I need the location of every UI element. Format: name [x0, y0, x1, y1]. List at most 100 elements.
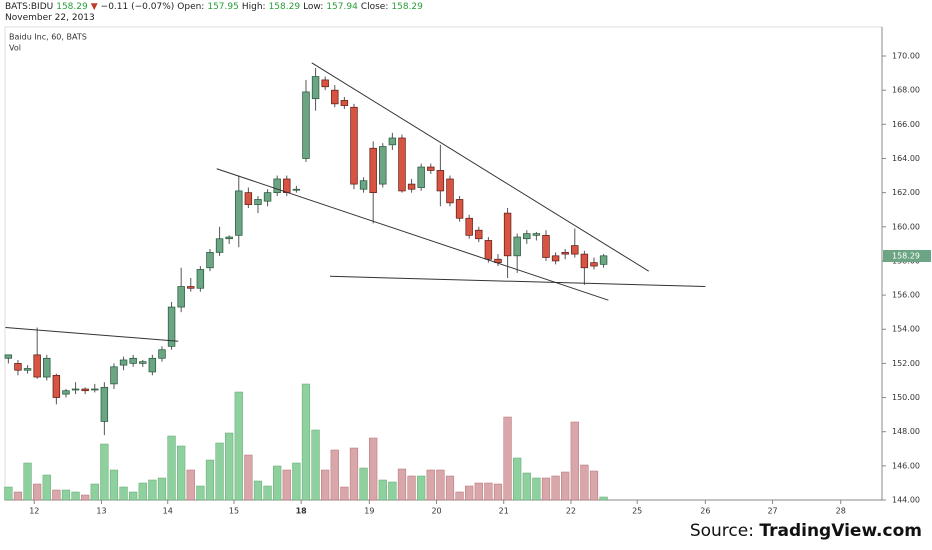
ohlc-value: 157.95	[207, 2, 239, 12]
date: November 22, 2013	[5, 13, 95, 23]
candle-body	[475, 229, 483, 240]
y-tick-label: 154.00	[892, 325, 920, 334]
volume-bar	[138, 482, 147, 501]
y-tick-label: 170.00	[892, 52, 920, 61]
volume-bar	[445, 475, 455, 501]
volume-bar	[397, 468, 407, 501]
volume-bar	[129, 491, 138, 501]
candle-body	[551, 255, 560, 262]
volume-bar	[33, 483, 42, 501]
candle-body	[532, 233, 541, 236]
header: BATS:BIDU 158.29 ▼ −0.11 (−0.07%) Open: 157.9…	[5, 2, 429, 12]
candle-body	[33, 354, 41, 378]
volume-bar	[551, 475, 560, 501]
candle-body	[167, 306, 176, 347]
trend-line	[311, 62, 649, 272]
y-tick-label: 160.00	[892, 222, 920, 231]
candle-body	[436, 170, 445, 192]
candle-body	[388, 137, 397, 146]
volume-bar	[23, 462, 32, 501]
volume-bar	[244, 454, 253, 501]
volume-bar	[321, 469, 330, 501]
y-tick-label: 168.00	[892, 86, 920, 95]
candle-body	[590, 262, 598, 267]
y-tick-label: 162.00	[892, 188, 920, 197]
candle-body	[427, 166, 435, 171]
y-tick-label: 148.00	[892, 427, 920, 436]
candle-body	[571, 245, 579, 255]
volume-bar	[311, 429, 320, 501]
candle-body	[273, 178, 281, 193]
candle-body	[321, 79, 329, 88]
candle-body	[206, 252, 214, 269]
x-tick-label: 22	[566, 507, 576, 516]
volume-bar	[71, 491, 80, 501]
volume-bar	[196, 485, 205, 501]
volume-bar	[61, 489, 71, 501]
candle-body	[302, 91, 310, 159]
candle-body	[81, 388, 89, 392]
candle-body	[484, 240, 493, 260]
last-price-label: 158.29	[892, 251, 920, 260]
symbol: BATS:BIDU	[5, 2, 54, 12]
volume-bar	[513, 457, 522, 501]
x-tick-label: 14	[163, 507, 173, 516]
candle-body	[148, 357, 157, 373]
volume-bar	[90, 483, 99, 501]
last-price: 158.29	[56, 2, 88, 12]
volume-bar	[474, 482, 483, 501]
candle-body	[129, 357, 137, 364]
ohlc-label: High:	[241, 2, 266, 12]
trend-line	[5, 327, 179, 342]
candle-body	[542, 234, 550, 258]
candle-body	[62, 390, 70, 395]
source: Source: TradingView.com	[690, 521, 922, 541]
volume-bar	[455, 491, 464, 501]
y-tick-label: 164.00	[892, 154, 920, 163]
ohlc-label: Low:	[303, 2, 324, 12]
x-tick-label: 13	[96, 507, 106, 516]
last-price-tag	[883, 249, 931, 262]
candle-body	[263, 192, 272, 202]
volume-bar	[109, 469, 119, 501]
candle-body	[196, 269, 205, 289]
candle-body	[561, 252, 569, 255]
candle-body	[177, 286, 185, 308]
ohlc-label: Open:	[177, 2, 205, 12]
y-tick-label: 152.00	[892, 359, 920, 368]
volume-bar	[4, 486, 13, 501]
candle-body	[52, 374, 61, 398]
x-tick-label: 28	[836, 507, 846, 516]
x-tick-label: 20	[431, 507, 441, 516]
volume-label: Vol	[9, 44, 21, 53]
volume-bar	[522, 472, 531, 501]
y-tick-label: 150.00	[892, 393, 920, 402]
volume-bar	[493, 483, 503, 501]
candle-body	[225, 236, 233, 240]
change: −0.11 (−0.07%)	[100, 2, 175, 12]
chart-title: Baidu Inc, 60, BATS	[9, 33, 87, 42]
candle-body	[292, 188, 301, 191]
volume-bar	[561, 471, 570, 501]
volume-bar	[503, 416, 512, 501]
candle-body	[187, 286, 195, 289]
candle-body	[407, 183, 416, 190]
candle-body	[503, 212, 512, 257]
candle-body	[23, 368, 32, 371]
volume-bar	[589, 470, 599, 501]
volume-bar	[484, 482, 493, 501]
direction: ▼	[90, 2, 98, 12]
source-prefix: Source:	[689, 521, 754, 541]
candle-body	[513, 236, 521, 257]
candle-body	[254, 199, 262, 205]
volume-bar	[81, 494, 90, 501]
volume-bar	[186, 469, 195, 501]
trend-line	[329, 275, 706, 288]
volume-bar	[167, 435, 176, 501]
candle-body	[14, 363, 22, 371]
y-tick-label: 166.00	[892, 120, 920, 129]
candle-body	[580, 253, 589, 269]
candle-body	[369, 147, 377, 193]
volume-bar	[148, 479, 157, 501]
